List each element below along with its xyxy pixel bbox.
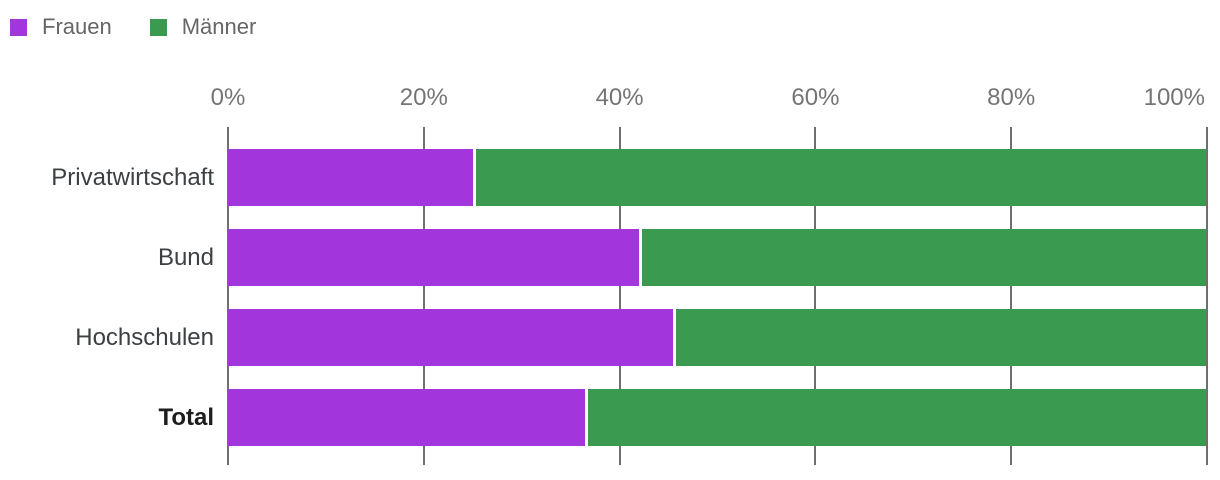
x-tick-label-100: 100% bbox=[1143, 84, 1205, 111]
x-tick-label-0: 0% bbox=[210, 84, 246, 111]
plot-area bbox=[227, 127, 1208, 465]
bar-row-hochschulen bbox=[228, 309, 1207, 366]
category-label-bund: Bund bbox=[157, 243, 214, 271]
bar-segment-frauen-bund[interactable] bbox=[228, 229, 640, 286]
legend-swatch-frauen bbox=[10, 18, 27, 36]
category-label-total: Total bbox=[158, 403, 214, 431]
legend-item-frauen[interactable]: Frauen bbox=[10, 14, 112, 40]
category-label-hochschulen: Hochschulen bbox=[75, 323, 214, 351]
bar-segment-frauen-hochschulen[interactable] bbox=[228, 309, 674, 366]
bar-segment-frauen-total[interactable] bbox=[228, 389, 586, 446]
gridline-20 bbox=[422, 127, 425, 465]
x-tick-label-40: 40% bbox=[595, 84, 644, 111]
chart-legend: Frauen Männer bbox=[10, 14, 256, 40]
bar-segment-maenner-bund[interactable] bbox=[639, 229, 1207, 286]
bar-segment-maenner-privatwirtschaft[interactable] bbox=[472, 149, 1207, 206]
bar-row-bund bbox=[228, 229, 1207, 286]
legend-swatch-maenner bbox=[149, 18, 167, 36]
bar-row-privatwirtschaft bbox=[228, 149, 1207, 206]
gridline-60 bbox=[814, 127, 817, 465]
category-label-privatwirtschaft: Privatwirtschaft bbox=[51, 163, 214, 191]
legend-label-frauen: Frauen bbox=[42, 14, 112, 39]
x-tick-label-20: 20% bbox=[399, 84, 448, 111]
bar-segment-maenner-total[interactable] bbox=[585, 389, 1207, 446]
legend-item-maenner[interactable]: Männer bbox=[149, 14, 257, 40]
gridline-100 bbox=[1206, 127, 1208, 465]
gridline-0 bbox=[227, 127, 229, 465]
legend-label-maenner: Männer bbox=[181, 14, 257, 39]
x-tick-label-80: 80% bbox=[987, 84, 1036, 111]
gridline-40 bbox=[618, 127, 621, 465]
bar-segment-maenner-hochschulen[interactable] bbox=[673, 309, 1207, 366]
x-tick-label-60: 60% bbox=[791, 84, 840, 111]
gridline-80 bbox=[1010, 127, 1013, 465]
x-axis-top: 0% 20% 40% 60% 80% 100% bbox=[211, 84, 1207, 111]
bar-segment-frauen-privatwirtschaft[interactable] bbox=[228, 149, 473, 206]
bar-row-total bbox=[228, 389, 1207, 446]
